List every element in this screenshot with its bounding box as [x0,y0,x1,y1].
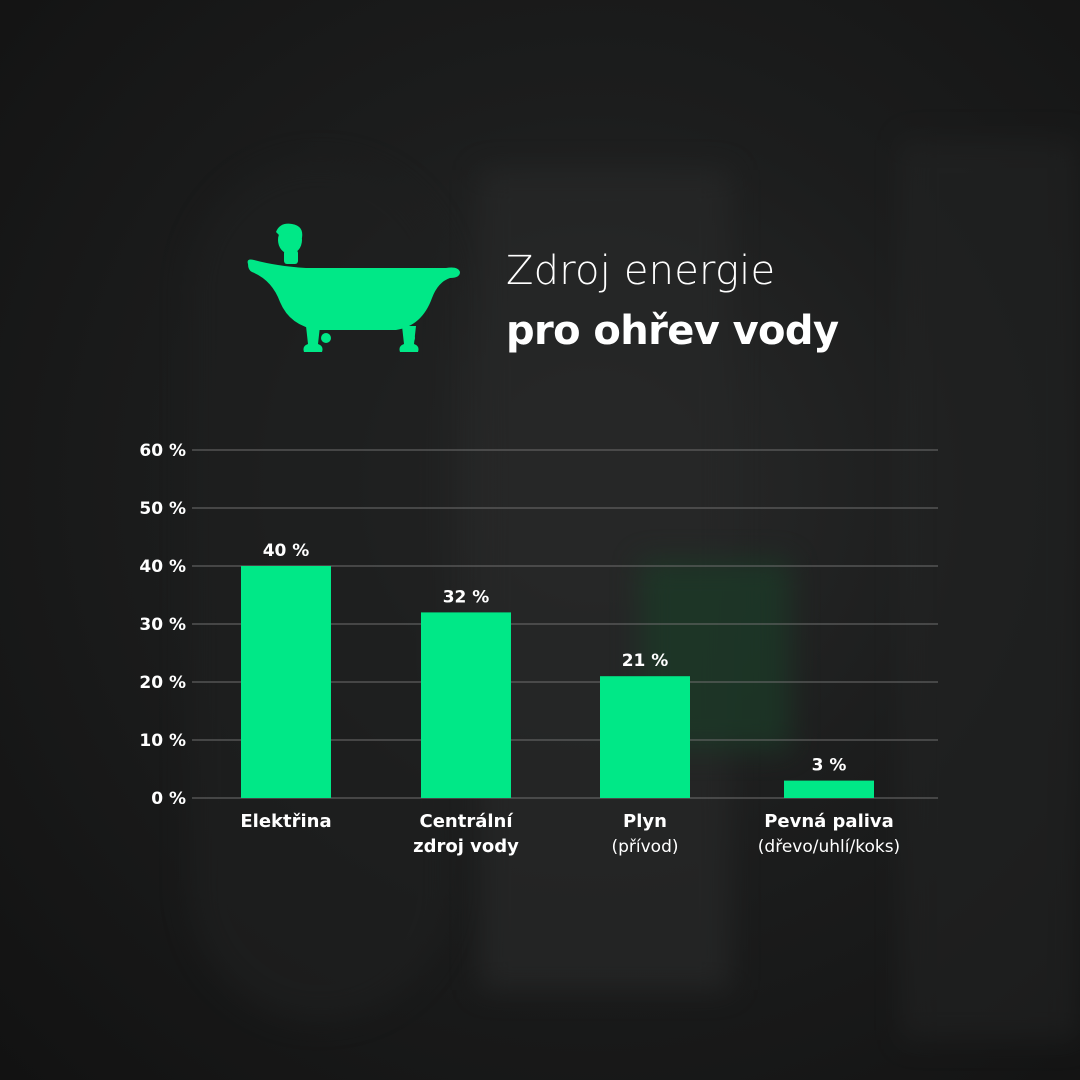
x-category-label: zdroj vody [413,836,519,857]
chart-title-line1: Zdroj energie [506,248,776,294]
bar-value-label: 21 % [622,651,669,671]
x-category-label: Plyn [623,811,667,832]
chart-title-line2: pro ohřev vody [506,308,839,354]
y-tick-label: 40 % [139,557,186,577]
bar [600,676,690,798]
header: Zdroj energie pro ohřev vody [0,0,1080,400]
background-radiator [905,140,1080,1040]
y-tick-label: 30 % [139,615,186,635]
bar [421,612,511,798]
y-tick-label: 60 % [139,441,186,461]
bar-value-label: 32 % [443,587,490,607]
y-tick-label: 50 % [139,499,186,519]
y-tick-label: 10 % [139,731,186,751]
bar-value-label: 40 % [263,541,310,561]
x-category-label: Centrální [419,811,513,832]
bar [241,566,331,798]
x-category-label: Elektřina [240,811,331,832]
x-category-sublabel: (přívod) [611,837,678,857]
x-category-label: Pevná paliva [764,811,894,832]
y-tick-label: 20 % [139,673,186,693]
x-category-sublabel: (dřevo/uhlí/koks) [758,837,900,857]
bathtub-with-person-icon [247,223,460,352]
bar [784,780,874,798]
y-tick-label: 0 % [151,789,186,809]
bar-value-label: 3 % [812,756,847,776]
